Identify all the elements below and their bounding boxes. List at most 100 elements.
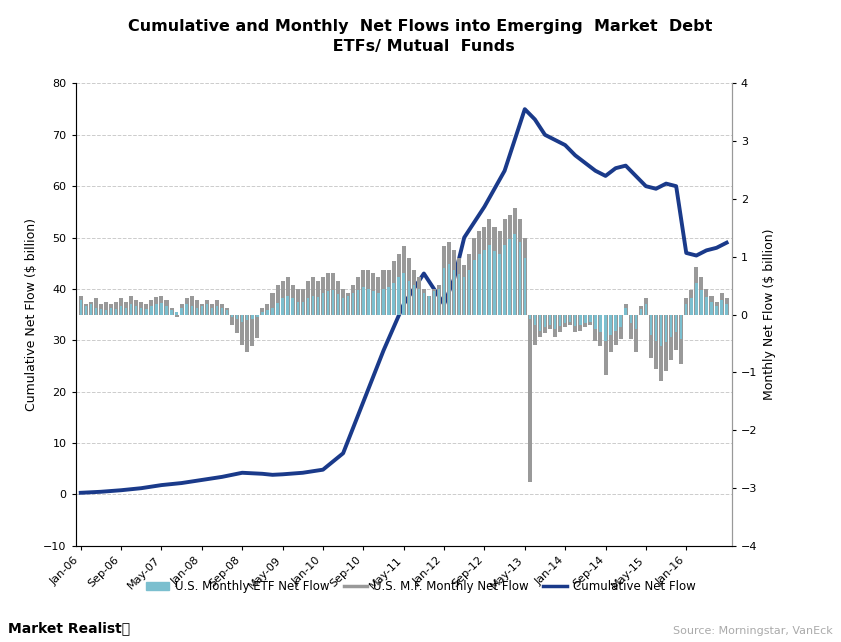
- Bar: [605, 315, 606, 340]
- Bar: [271, 293, 274, 315]
- Bar: [655, 315, 657, 340]
- Bar: [468, 254, 471, 315]
- Bar: [680, 315, 683, 363]
- Bar: [241, 315, 243, 322]
- Bar: [579, 315, 582, 331]
- Bar: [508, 215, 511, 315]
- Bar: [89, 302, 93, 315]
- Bar: [246, 315, 248, 320]
- Bar: [115, 309, 117, 315]
- Bar: [195, 300, 198, 315]
- Bar: [484, 250, 485, 315]
- Bar: [119, 299, 123, 315]
- Bar: [291, 284, 294, 315]
- Bar: [377, 277, 380, 315]
- Bar: [705, 289, 708, 315]
- Bar: [266, 304, 269, 315]
- Bar: [625, 308, 627, 315]
- Bar: [312, 296, 314, 315]
- Bar: [105, 310, 107, 315]
- Bar: [503, 220, 506, 315]
- Bar: [326, 273, 330, 315]
- Bar: [665, 315, 667, 342]
- Bar: [196, 308, 198, 315]
- Bar: [543, 315, 547, 333]
- Bar: [624, 304, 627, 315]
- Bar: [534, 315, 536, 325]
- Bar: [473, 260, 475, 315]
- Bar: [241, 315, 244, 345]
- Bar: [388, 287, 389, 315]
- Bar: [514, 234, 516, 315]
- Bar: [569, 315, 571, 322]
- Bar: [85, 306, 87, 315]
- Bar: [418, 289, 420, 315]
- Bar: [383, 289, 384, 315]
- Bar: [726, 304, 727, 315]
- Bar: [504, 245, 505, 315]
- Bar: [725, 299, 728, 315]
- Text: Source: Morningstar, VanEck: Source: Morningstar, VanEck: [673, 625, 833, 636]
- Bar: [246, 315, 249, 352]
- Bar: [190, 296, 193, 315]
- Bar: [321, 277, 325, 315]
- Bar: [342, 299, 344, 315]
- Bar: [109, 304, 113, 315]
- Bar: [574, 315, 576, 326]
- Bar: [216, 306, 218, 315]
- Bar: [341, 289, 345, 315]
- Bar: [145, 304, 148, 315]
- Bar: [110, 308, 112, 315]
- Bar: [382, 270, 385, 315]
- Bar: [584, 315, 586, 324]
- Bar: [558, 315, 562, 332]
- Bar: [609, 315, 612, 352]
- Bar: [171, 310, 172, 315]
- Bar: [523, 238, 526, 315]
- Bar: [720, 293, 723, 315]
- Bar: [191, 306, 193, 315]
- Bar: [700, 277, 703, 315]
- Bar: [563, 315, 567, 327]
- Bar: [362, 287, 364, 315]
- Bar: [458, 258, 461, 315]
- Bar: [533, 315, 537, 345]
- Bar: [135, 306, 137, 315]
- Bar: [372, 273, 375, 315]
- Bar: [398, 277, 399, 315]
- Bar: [590, 315, 591, 322]
- Bar: [80, 300, 82, 315]
- Bar: [427, 296, 431, 315]
- Bar: [84, 304, 87, 315]
- Bar: [669, 315, 673, 360]
- Bar: [200, 304, 204, 315]
- Bar: [640, 309, 642, 315]
- Bar: [99, 304, 103, 315]
- Bar: [448, 264, 450, 315]
- Bar: [135, 300, 138, 315]
- Bar: [393, 283, 394, 315]
- Bar: [180, 304, 183, 315]
- Bar: [130, 296, 133, 315]
- Bar: [322, 293, 324, 315]
- Bar: [150, 300, 153, 315]
- Bar: [518, 220, 521, 315]
- Bar: [337, 294, 339, 315]
- Bar: [317, 297, 319, 315]
- Bar: [539, 315, 541, 331]
- Bar: [261, 308, 264, 315]
- Bar: [584, 315, 587, 327]
- Bar: [660, 315, 662, 347]
- Bar: [357, 290, 359, 315]
- Bar: [408, 281, 410, 315]
- Bar: [311, 277, 315, 315]
- Bar: [422, 289, 426, 315]
- Bar: [327, 291, 329, 315]
- Bar: [574, 315, 577, 332]
- Bar: [166, 306, 167, 315]
- Bar: [645, 304, 647, 315]
- Bar: [483, 227, 486, 315]
- Bar: [721, 300, 722, 315]
- Bar: [463, 266, 466, 315]
- Bar: [301, 289, 304, 315]
